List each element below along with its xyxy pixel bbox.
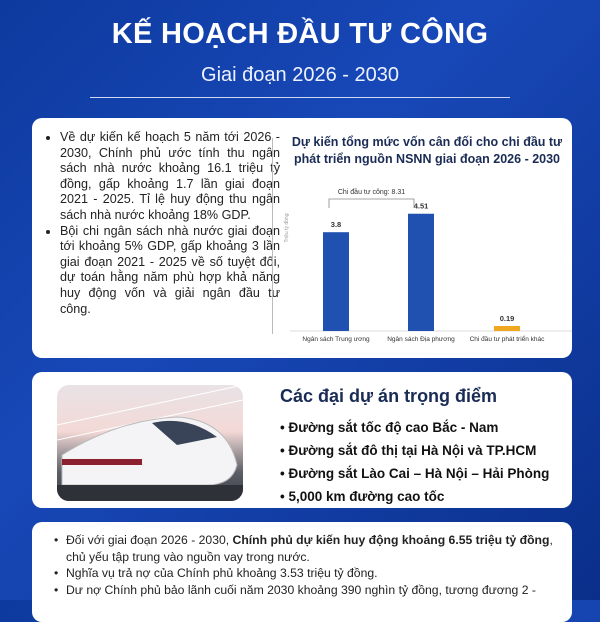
bar-chart: Triệu tỷ đồng 3.8 Ngân sách Trung ương 4.51… — [283, 187, 572, 343]
project-item: Đường sắt tốc độ cao Bắc - Nam — [280, 416, 549, 439]
project-item: Đường sắt Lào Cai – Hà Nội – Hải Phòng — [280, 462, 549, 485]
bold-text: Chính phủ dự kiến huy động khoảng 6.55 t… — [232, 533, 550, 547]
debt-list: Đối với giai đoạn 2026 - 2030, Chính phủ… — [54, 532, 564, 598]
text: Đối với giai đoạn 2026 - 2030, — [66, 533, 233, 547]
y-axis-label: Triệu tỷ đồng — [283, 213, 290, 242]
page-subtitle: Giai đoạn 2026 - 2030 — [201, 64, 399, 86]
data-label: 0.19 — [500, 314, 515, 323]
debt-bullet: Đối với giai đoạn 2026 - 2030, Chính phủ… — [54, 532, 564, 565]
projects-title: Các đại dự án trọng điểm — [280, 386, 498, 406]
category-label: Ngân sách Trung ương — [302, 336, 370, 343]
chart-title: Dự kiến tổng mức vốn cân đối cho chi đầu… — [291, 135, 563, 166]
train-illustration — [57, 385, 243, 501]
debt-bullet: Nghĩa vụ trả nợ của Chính phủ khoảng 3.5… — [54, 565, 564, 582]
budget-card: Về dự kiến kế hoạch 5 năm tới 2026 - 203… — [32, 118, 572, 358]
intro-bullet: Về dự kiến kế hoạch 5 năm tới 2026 - 203… — [60, 130, 280, 224]
divider — [90, 97, 510, 98]
projects-card: Các đại dự án trọng điểm Đường sắt tốc đ… — [32, 372, 572, 508]
intro-list: Về dự kiến kế hoạch 5 năm tới 2026 - 203… — [46, 130, 280, 317]
divider — [272, 138, 273, 334]
data-label: 3.8 — [331, 220, 341, 229]
debt-bullet: Dư nợ Chính phủ bảo lãnh cuối năm 2030 k… — [54, 582, 564, 599]
train-image — [57, 385, 243, 501]
projects-list: Đường sắt tốc độ cao Bắc - Nam Đường sắt… — [280, 416, 549, 508]
category-label: Chi đầu tư phát triển khác — [470, 334, 546, 343]
category-label: Ngân sách Địa phương — [387, 336, 455, 343]
bar — [323, 232, 349, 331]
data-label: 4.51 — [414, 202, 429, 211]
bar — [494, 326, 520, 331]
debt-card: Đối với giai đoạn 2026 - 2030, Chính phủ… — [32, 522, 572, 622]
project-item: Đường sắt đô thị tại Hà Nội và TP.HCM — [280, 439, 549, 462]
bar — [408, 213, 434, 331]
page-title: KẾ HOẠCH ĐẦU TƯ CÔNG — [111, 18, 489, 50]
text: , chủ yếu tập trung vào nguồn vay trong … — [66, 533, 553, 564]
intro-bullet: Bội chi ngân sách nhà nước giai đoạn tới… — [60, 224, 280, 318]
annotation: Chi đầu tư công: 8.31 — [338, 187, 405, 196]
project-item: 5,000 km đường cao tốc — [280, 485, 549, 508]
annotation-bracket — [328, 198, 415, 208]
